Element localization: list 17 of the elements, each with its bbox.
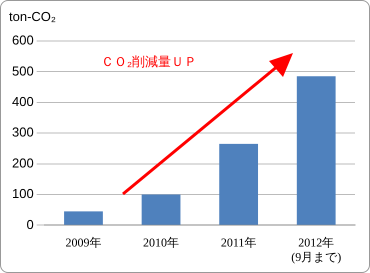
- y-tick-label: 0: [26, 216, 34, 232]
- y-tick-label: 200: [12, 155, 34, 170]
- x-tick-label: 2011年: [220, 236, 256, 250]
- y-tick-label: 500: [12, 63, 34, 78]
- bar: [64, 211, 103, 225]
- bar: [296, 76, 336, 225]
- x-tick-label: 2010年: [143, 236, 180, 250]
- y-tick-label: 400: [12, 94, 34, 109]
- annotation: ＣＯ₂削減量ＵＰ: [101, 53, 198, 71]
- y-axis-title: ton-CO₂: [9, 9, 56, 24]
- x-tick-label: 2012年 (9月まで): [291, 236, 342, 264]
- y-tick-label: 100: [12, 186, 34, 202]
- y-tick-label: 600: [12, 32, 34, 48]
- y-tick-label: 300: [12, 124, 34, 140]
- bar: [142, 194, 180, 225]
- x-tick-label: 2009年: [65, 236, 102, 250]
- bar: [219, 144, 258, 225]
